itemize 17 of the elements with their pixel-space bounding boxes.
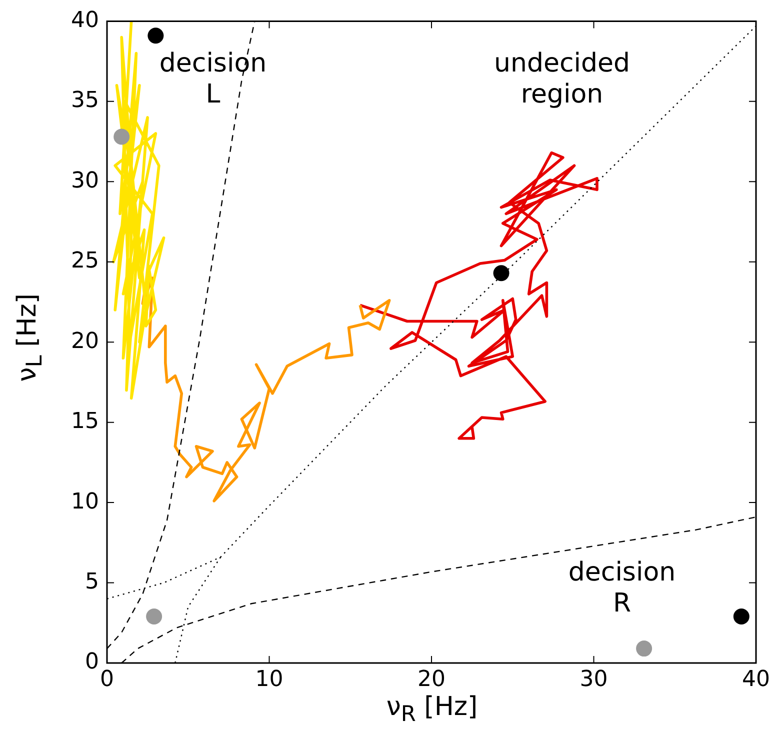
- y-tick-label: 30: [71, 168, 99, 194]
- x-tick-label: 40: [742, 666, 770, 692]
- y-tick-label: 25: [71, 248, 99, 274]
- x-axis-title: ν$_{R}$ [Hz]: [385, 692, 479, 728]
- y-tick-label: 0: [85, 650, 99, 675]
- y-tick-label: 35: [71, 88, 99, 114]
- y-tick-label: 20: [71, 328, 99, 354]
- x-tick-label: 20: [418, 666, 446, 692]
- x-tick-label: 10: [255, 666, 284, 692]
- x-tick-label: 30: [580, 666, 608, 692]
- annotation: decision L: [159, 48, 267, 110]
- y-tick-label: 5: [85, 569, 99, 594]
- annotation: undecided region: [494, 48, 630, 110]
- y-tick-label: 40: [71, 8, 99, 33]
- y-tick-label: 15: [71, 409, 99, 434]
- annotation: decision R: [568, 557, 676, 618]
- y-tick-label: 10: [71, 489, 99, 514]
